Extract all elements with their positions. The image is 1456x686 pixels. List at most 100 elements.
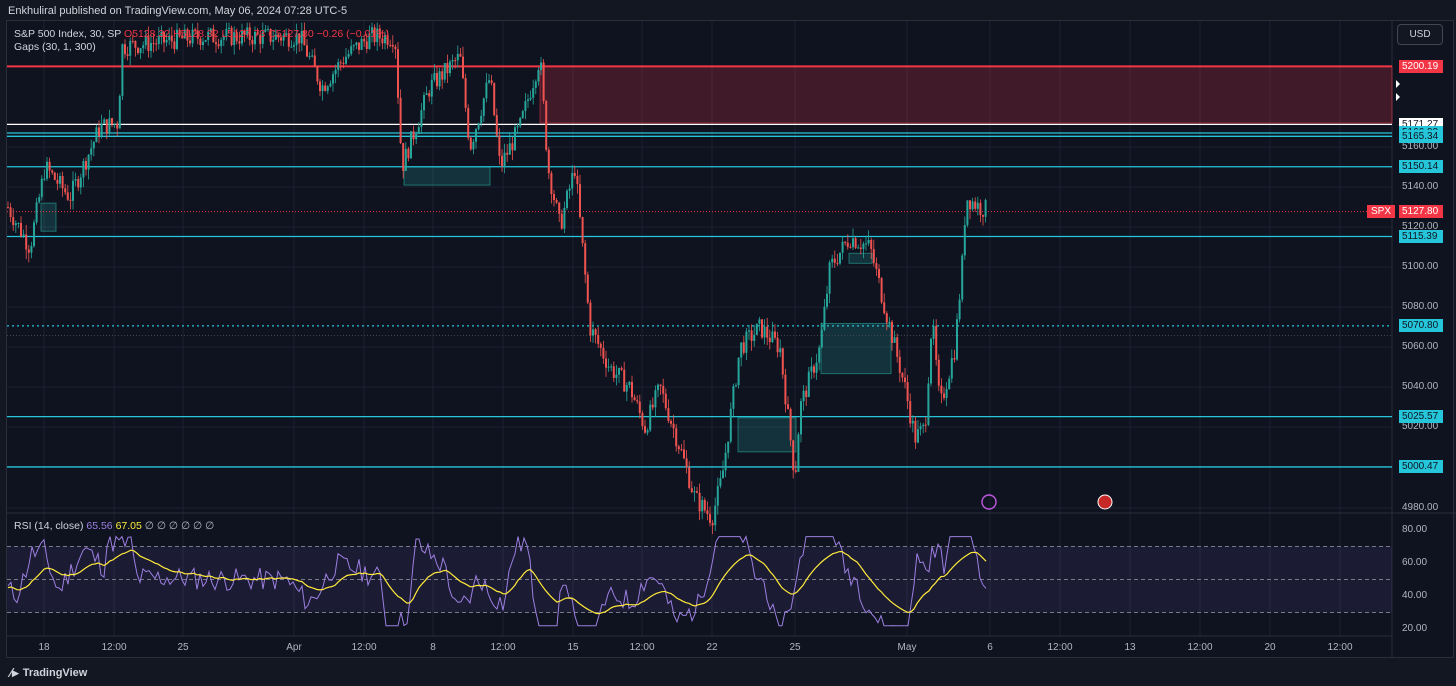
rsi-line: [7, 535, 987, 627]
candle-body: [477, 123, 480, 130]
candle-body: [566, 190, 568, 208]
candle-body: [625, 385, 628, 392]
candle-body: [711, 522, 714, 526]
price-level-label[interactable]: 5150.14: [1399, 160, 1443, 174]
candle-body: [495, 115, 498, 136]
candle-body: [313, 55, 316, 67]
candle-body: [170, 35, 173, 42]
candle-body: [917, 429, 919, 443]
candle-body: [90, 148, 93, 155]
price-level-label[interactable]: 5070.80: [1399, 319, 1443, 333]
candle-body: [194, 29, 197, 31]
candle-body: [828, 262, 831, 294]
candle-body: [72, 180, 74, 201]
symbol-tag[interactable]: SPX: [1367, 205, 1395, 219]
candle-body: [810, 366, 813, 372]
candle-body: [571, 173, 574, 189]
candle-body: [787, 404, 789, 409]
time-axis-tick: 20: [1264, 642, 1276, 653]
candle-body: [898, 356, 901, 373]
candle-body: [948, 378, 951, 390]
candle-body: [321, 85, 324, 92]
candle-body: [742, 342, 745, 353]
price-axis-tick: 5100.00: [1402, 261, 1439, 272]
indicator-legend[interactable]: Gaps (30, 1, 300): [14, 41, 96, 53]
candle-body: [417, 127, 420, 135]
candle-body: [649, 404, 652, 431]
candle-body: [662, 385, 665, 394]
candle-body: [358, 42, 360, 50]
candle-body: [407, 148, 410, 159]
candle-body: [534, 81, 537, 88]
symbol-name[interactable]: S&P 500 Index, 30, SP: [14, 28, 122, 40]
candle-body: [113, 123, 116, 125]
price-level-label[interactable]: 5127.80: [1399, 205, 1443, 219]
candle-body: [542, 62, 545, 102]
price-level-label[interactable]: 5200.19: [1399, 59, 1443, 73]
price-level-label[interactable]: 5000.47: [1399, 460, 1443, 474]
candle-body: [961, 255, 964, 300]
candle-body: [238, 41, 241, 44]
candle-body: [482, 98, 485, 116]
candle-body: [976, 202, 979, 209]
candle-body: [196, 30, 199, 39]
price-level-label[interactable]: 5025.57: [1399, 410, 1443, 424]
candle-body: [183, 29, 186, 39]
candle-body: [464, 78, 467, 108]
candle-body: [805, 390, 808, 397]
chart-pane[interactable]: [6, 20, 1454, 658]
price-axis-tick: 4980.00: [1402, 502, 1439, 513]
candle-body: [293, 44, 295, 47]
candle-body: [215, 42, 217, 45]
candle-body: [685, 458, 688, 468]
candle-body: [644, 426, 646, 433]
rsi-title[interactable]: RSI (14, close): [14, 520, 84, 532]
candle-body: [137, 47, 139, 54]
candle-body: [599, 343, 602, 348]
candle-body: [768, 337, 771, 343]
candle-body: [488, 80, 490, 83]
candle-body: [251, 39, 254, 45]
currency-button[interactable]: USD: [1397, 24, 1443, 45]
candle-body: [758, 319, 761, 324]
economic-event-flag-icon: [1097, 494, 1113, 510]
candle-body: [677, 446, 680, 450]
candle-body: [680, 449, 683, 451]
candle-body: [139, 48, 142, 54]
candle-body: [558, 202, 561, 214]
candle-body: [46, 161, 48, 179]
candle-body: [875, 263, 878, 269]
candle-body: [378, 28, 381, 39]
earnings-event-icon: [981, 494, 997, 510]
candle-body: [347, 53, 350, 57]
candle-body: [781, 348, 784, 375]
candle-body: [298, 33, 301, 44]
candle-body: [984, 200, 987, 217]
candle-body: [537, 69, 540, 82]
candle-body: [272, 39, 275, 42]
rsi-axis-tick: 60.00: [1402, 557, 1428, 568]
candle-body: [173, 41, 176, 49]
candle-body: [906, 382, 909, 402]
price-level-label[interactable]: 5115.39: [1399, 229, 1443, 243]
candle-body: [745, 331, 748, 353]
candle-body: [735, 385, 737, 387]
candle-body: [384, 34, 386, 44]
candle-body: [74, 179, 77, 181]
candle-body: [958, 299, 961, 320]
candle-body: [363, 38, 366, 42]
candle-body: [7, 207, 9, 209]
candle-body: [932, 325, 935, 339]
candle-body: [854, 238, 857, 248]
candle-body: [690, 488, 693, 493]
candle-body: [9, 207, 12, 218]
candle-body: [352, 45, 355, 47]
price-level-label[interactable]: 5165.34: [1399, 129, 1443, 143]
candle-body: [277, 34, 280, 38]
publisher-caption: Enkhuliral published on TradingView.com,…: [8, 5, 348, 17]
candle-body: [20, 222, 22, 237]
ohlc-low: L5127.73: [221, 28, 266, 40]
candle-body: [508, 143, 511, 155]
candle-body: [836, 262, 839, 264]
